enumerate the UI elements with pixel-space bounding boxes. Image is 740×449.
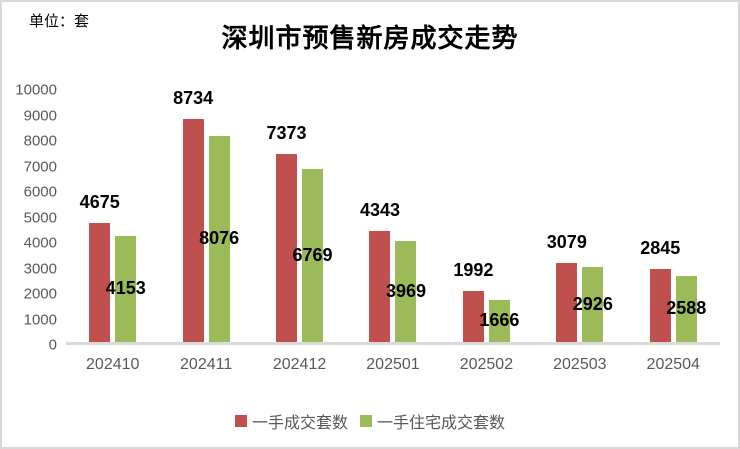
x-tick-label: 202503 (553, 356, 607, 373)
category-group-202501: 4343 3969 (360, 200, 426, 342)
y-tick-label: 9000 (23, 107, 57, 124)
y-tick-label: 5000 (23, 209, 57, 226)
x-tick-label: 202501 (366, 356, 420, 373)
legend-item-series1: 一手成交套数 (234, 409, 348, 433)
legend-swatch-icon (360, 415, 372, 427)
bar-series2-202412: 6769 (293, 169, 333, 342)
bar-value-label: 3079 (546, 232, 587, 253)
bar-series2-202501: 3969 (386, 241, 426, 342)
y-tick-label: 10000 (15, 81, 57, 99)
category-group-202502: 1992 1666 (453, 260, 519, 342)
bar-value-label: 1666 (479, 310, 520, 331)
bar-series1-202502: 1992 (453, 260, 493, 342)
bar-series2-202411: 8076 (199, 136, 239, 342)
category-group-202503: 3079 2926 (547, 232, 613, 342)
bar-value-label: 8734 (173, 88, 214, 109)
y-tick-label: 4000 (23, 234, 57, 252)
legend-swatch-icon (234, 415, 247, 427)
y-tick-label: 1000 (23, 311, 57, 328)
bar-value-label: 2845 (640, 238, 681, 259)
x-tick-label: 202412 (272, 356, 327, 373)
bar-value-label: 8076 (199, 228, 240, 249)
legend: 一手成交套数 一手住宅成交套数 (2, 409, 738, 433)
bar-series1-202501: 4343 (360, 200, 400, 342)
bar-value-label: 3969 (385, 280, 426, 301)
bar-series2-202502: 1666 (479, 300, 519, 342)
bar-series2-202410: 4153 (106, 236, 146, 342)
x-axis: 202410 202411 202412 202501 202502 202503 2025… (66, 356, 720, 374)
category-group-202412: 7373 6769 (267, 123, 333, 342)
x-tick-label: 202504 (646, 356, 700, 373)
bar-value-label: 4343 (359, 200, 400, 221)
x-tick-label: 202411 (180, 356, 233, 373)
category-group-202411: 8734 8076 (173, 88, 239, 342)
bar-value-label: 7373 (266, 123, 307, 144)
category-group-202410: 4675 4153 (80, 192, 146, 342)
bar-value-label: 6769 (292, 244, 333, 265)
y-tick-label: 3000 (23, 260, 57, 277)
bar-series2-202504: 2588 (666, 276, 706, 342)
bar-value-label: 4153 (105, 278, 146, 299)
y-tick-label: 8000 (23, 132, 57, 150)
bar-value-label: 4675 (79, 192, 120, 213)
y-axis: 0 1000 2000 3000 4000 5000 6000 7000 8000 9000 100… (2, 82, 66, 354)
chart-body: 0 1000 2000 3000 4000 5000 6000 7000 8000 9000 100… (2, 82, 720, 354)
y-tick-label: 2000 (23, 285, 57, 303)
y-tick-label: 0 (48, 336, 57, 354)
bar-series2-202503: 2926 (573, 267, 613, 342)
legend-item-series2: 一手住宅成交套数 (360, 409, 505, 433)
x-tick-label: 202502 (459, 356, 514, 373)
legend-label: 一手成交套数 (251, 415, 348, 432)
x-tick-label: 202410 (86, 356, 140, 373)
bar-series1-202412: 7373 (267, 123, 307, 342)
chart-title: 深圳市预售新房成交走势 (221, 24, 519, 53)
bar-value-label: 2926 (572, 293, 613, 314)
y-tick-label: 7000 (23, 158, 57, 175)
bar-series1-202410: 4675 (80, 192, 120, 342)
category-group-202504: 2845 2588 (640, 238, 706, 342)
y-tick-label: 6000 (23, 183, 57, 201)
unit-label: 单位：套 (29, 14, 90, 30)
bar-value-label: 2588 (666, 298, 707, 319)
plot-area: 4675 4153 8734 8076 7373 6769 4343 3969 1992 1666… (66, 88, 720, 345)
legend-label: 一手住宅成交套数 (377, 415, 506, 432)
bar-value-label: 1992 (453, 260, 494, 281)
bar-series1-202411: 8734 (173, 88, 213, 342)
bar-series1-202504: 2845 (640, 238, 680, 342)
bar-series1-202503: 3079 (547, 232, 587, 342)
